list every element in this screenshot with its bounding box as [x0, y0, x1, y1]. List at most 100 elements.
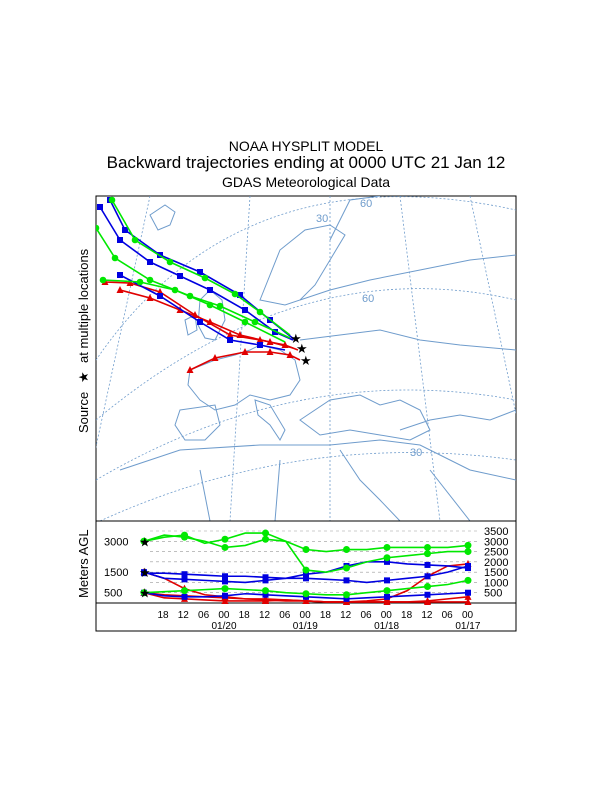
- circle-marker: [262, 587, 269, 595]
- time-tick-label: 18: [401, 610, 413, 621]
- height-panel: 3000 ★1500 ★500 ★ 3500300025002000150010005…: [95, 520, 517, 632]
- start-heights: 3000 ★ 1500 ★ 500 ★: [104, 534, 151, 600]
- square-marker: [237, 292, 243, 298]
- time-tick-label: 12: [178, 610, 190, 621]
- right-tick-label: 3000: [484, 536, 508, 548]
- italy-outline: [254, 399, 286, 441]
- africa-border: [199, 469, 211, 521]
- date-tick-label: 01/20: [211, 621, 236, 632]
- square-marker: [384, 593, 390, 600]
- start-star-icon: ★: [139, 586, 151, 601]
- circle-marker: [424, 543, 431, 551]
- time-tick-label: 06: [279, 610, 291, 621]
- height-series: [140, 529, 472, 605]
- triangle-marker: [464, 597, 472, 605]
- time-tick-label: 06: [442, 610, 454, 621]
- square-marker: [303, 571, 309, 578]
- circle-marker: [464, 576, 472, 584]
- time-tick-label: 12: [340, 610, 352, 621]
- triangle-marker: [206, 318, 214, 325]
- time-tick-label: 00: [218, 610, 230, 621]
- circle-marker: [424, 550, 431, 558]
- map-trajectory-line: [102, 279, 286, 343]
- chart-subtitle: GDAS Meteorological Data: [221, 174, 391, 190]
- circle-marker: [302, 546, 310, 554]
- east-europe-border: [299, 329, 516, 351]
- square-marker: [424, 591, 431, 598]
- triangle-marker: [116, 286, 124, 293]
- square-marker: [384, 558, 390, 565]
- circle-marker: [201, 274, 209, 282]
- date-ticks: 01/20 01/19 01/18 01/17: [211, 621, 480, 632]
- circle-marker: [140, 589, 148, 597]
- time-tick-label: 18: [239, 610, 251, 621]
- map-trajectories: [96, 196, 301, 373]
- right-tick-label: 500: [484, 588, 502, 600]
- circle-marker: [221, 543, 229, 551]
- square-marker: [97, 204, 103, 210]
- square-marker: [147, 259, 153, 265]
- source-star-icon: ★: [300, 353, 312, 368]
- triangle-marker: [286, 351, 294, 358]
- circle-marker: [383, 554, 391, 562]
- lat-label-30-right: 30: [410, 447, 422, 459]
- square-marker: [257, 342, 263, 348]
- triangle-marker: [383, 597, 391, 605]
- circle-marker: [221, 535, 229, 543]
- start-star-icon: ★: [139, 565, 151, 580]
- time-tick-label: 00: [462, 610, 474, 621]
- red-sea-coast: [339, 449, 401, 521]
- circle-marker: [302, 590, 310, 598]
- square-marker: [181, 571, 188, 578]
- circle-marker: [464, 541, 472, 549]
- map-content: 30 60 60 30 ★ ★ ★: [96, 196, 516, 521]
- circle-marker: [108, 196, 116, 204]
- circle-marker: [464, 548, 472, 556]
- circle-marker: [302, 566, 310, 574]
- circle-marker: [140, 537, 148, 545]
- circle-marker: [262, 529, 269, 537]
- square-marker: [181, 576, 188, 583]
- circle-marker: [111, 254, 119, 262]
- time-tick-label: 12: [421, 610, 433, 621]
- graticule-lon: [469, 196, 516, 416]
- square-marker: [207, 287, 213, 293]
- square-marker: [424, 573, 431, 580]
- square-marker: [157, 293, 163, 299]
- triangle-marker: [146, 294, 154, 301]
- circle-marker: [166, 258, 174, 266]
- square-marker: [222, 573, 228, 580]
- circle-marker: [136, 278, 144, 286]
- square-marker: [465, 589, 471, 596]
- circle-marker: [131, 236, 139, 244]
- source-star-icon: ★: [290, 331, 302, 346]
- square-marker: [181, 593, 188, 600]
- time-tick-label: 18: [320, 610, 332, 621]
- north-africa-coast: [119, 439, 516, 481]
- circle-marker: [231, 290, 239, 298]
- circle-marker: [251, 318, 259, 326]
- source-label-suffix: at multiple locations: [76, 248, 91, 363]
- triangle-marker: [424, 596, 431, 604]
- right-tick-label: 3500: [484, 526, 508, 538]
- triangle-marker: [262, 594, 269, 602]
- triangle-marker: [226, 331, 234, 338]
- iceland-outline: [149, 204, 176, 231]
- time-tick-label: 06: [360, 610, 372, 621]
- scandinavia-outline: [259, 224, 346, 306]
- circle-marker: [181, 531, 188, 539]
- circle-marker: [206, 301, 214, 309]
- arabia-border: [429, 469, 471, 521]
- square-marker: [384, 577, 390, 584]
- russia-north-border: [299, 254, 516, 301]
- caspian-region-border: [399, 409, 516, 431]
- date-tick-label: 01/17: [455, 621, 480, 632]
- circle-marker: [146, 276, 154, 284]
- source-star-icon: ★: [296, 341, 308, 356]
- circle-marker: [99, 276, 107, 284]
- map-outlines: [119, 196, 516, 521]
- square-marker: [117, 272, 123, 278]
- triangle-marker: [302, 596, 310, 604]
